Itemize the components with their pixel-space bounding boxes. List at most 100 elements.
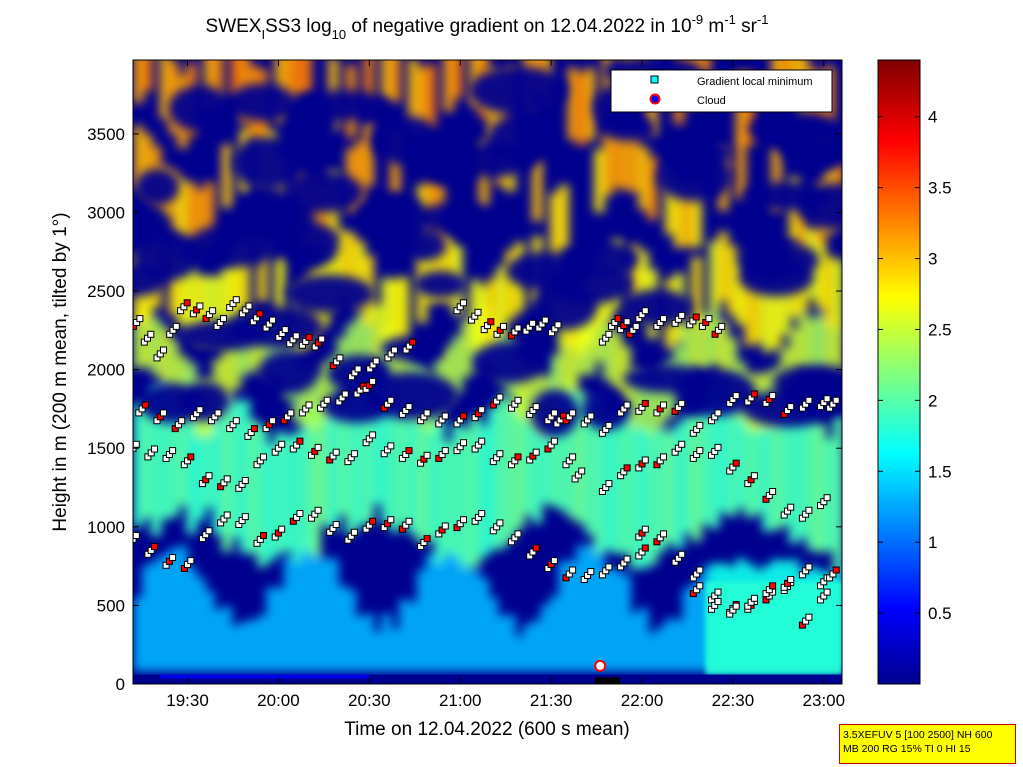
- gradient-marker: [390, 346, 398, 354]
- gradient-marker: [318, 335, 326, 343]
- y-tick-label: 500: [97, 596, 125, 615]
- gradient-marker: [514, 396, 522, 404]
- gradient-marker: [550, 409, 558, 417]
- info-line-2: MB 200 RG 15% TI 0 HI 15: [843, 743, 971, 755]
- heatmap-plot: [133, 60, 842, 684]
- gradient-marker: [605, 563, 613, 571]
- colorbar: 0.5 1 1.5 2 2.5 3 3.5 4: [877, 59, 952, 685]
- gradient-marker: [278, 440, 286, 448]
- y-tick-label: 1500: [87, 439, 125, 458]
- gradient-marker: [732, 459, 740, 467]
- colorbar-tick-label: 3: [928, 250, 937, 269]
- gradient-marker: [133, 440, 140, 448]
- gradient-marker: [314, 506, 322, 514]
- gradient-marker: [750, 472, 758, 480]
- gradient-marker: [678, 399, 686, 407]
- gradient-marker: [205, 527, 213, 535]
- gradient-marker: [296, 510, 304, 517]
- gradient-marker: [750, 594, 758, 602]
- gradient-marker: [714, 598, 722, 605]
- gradient-marker: [678, 311, 686, 319]
- gradient-marker: [714, 409, 722, 417]
- gradient-marker: [133, 532, 140, 539]
- gradient-marker: [269, 316, 277, 324]
- gradient-marker: [281, 326, 289, 334]
- gradient-marker: [787, 403, 795, 411]
- gradient-marker: [209, 307, 217, 315]
- gradient-marker: [151, 543, 158, 550]
- gradient-marker: [133, 448, 134, 456]
- gradient-marker: [750, 390, 758, 398]
- info-line-1: 3.5XEFUV 5 [100 2500] NH 600: [843, 729, 993, 741]
- gradient-marker: [660, 453, 667, 461]
- gradient-marker: [350, 528, 358, 536]
- gradient-marker: [514, 453, 522, 461]
- gradient-marker: [314, 443, 322, 451]
- gradient-marker: [172, 322, 180, 330]
- gradient-marker: [387, 396, 395, 404]
- gradient-marker: [350, 450, 358, 458]
- gradient-marker: [641, 544, 649, 552]
- gradient-marker: [787, 503, 795, 511]
- gradient-marker: [136, 315, 144, 323]
- gradient-marker: [578, 467, 586, 475]
- gradient-marker: [405, 403, 413, 411]
- gradient-marker: [460, 412, 467, 420]
- gradient-marker: [805, 613, 813, 621]
- gradient-marker: [133, 539, 134, 547]
- x-tick-label: 22:00: [621, 691, 664, 710]
- gradient-marker: [460, 439, 467, 447]
- gradient-marker: [441, 412, 449, 420]
- gradient-marker: [623, 318, 631, 326]
- gradient-marker: [632, 322, 640, 330]
- x-tick-label: 23:00: [803, 691, 846, 710]
- gradient-marker: [405, 517, 413, 525]
- gradient-marker: [292, 332, 300, 340]
- gradient-marker: [587, 568, 595, 576]
- gradient-marker: [151, 445, 158, 453]
- gradient-marker: [387, 516, 395, 524]
- gradient-marker: [514, 324, 522, 332]
- legend-box: [610, 69, 833, 113]
- gradient-marker: [623, 464, 631, 472]
- gradient-marker: [696, 421, 704, 429]
- gradient-marker: [692, 313, 700, 321]
- gradient-marker: [823, 494, 831, 502]
- y-axis-label: Height in m (200 m mean, tilted by 1°): [50, 212, 71, 531]
- colorbar-ticks: 0.5 1 1.5 2 2.5 3 3.5 4: [878, 108, 952, 623]
- gradient-marker: [614, 315, 622, 323]
- colorbar-tick-label: 2: [928, 391, 937, 410]
- colorbar-tick-label: 1: [928, 533, 937, 552]
- gradient-marker: [613, 677, 621, 684]
- gradient-marker: [769, 582, 777, 590]
- gradient-marker: [133, 535, 137, 543]
- gradient-marker: [660, 315, 667, 323]
- y-tick-label: 0: [116, 675, 125, 694]
- legend-cloud-label: Cloud: [697, 95, 726, 107]
- gradient-marker: [256, 310, 264, 318]
- gradient-marker: [369, 377, 377, 385]
- gradient-marker: [623, 555, 631, 563]
- gradient-marker: [605, 480, 613, 488]
- gradient-marker: [296, 437, 304, 445]
- gradient-marker: [245, 302, 253, 310]
- x-tick-label: 20:00: [257, 691, 300, 710]
- gradient-marker: [223, 475, 231, 483]
- gradient-marker: [178, 417, 186, 425]
- gradient-marker: [550, 437, 558, 445]
- gradient-marker: [423, 409, 431, 417]
- gradient-marker: [805, 506, 813, 514]
- gradient-marker: [196, 302, 204, 310]
- gradient-marker: [787, 576, 795, 583]
- gradient-marker: [232, 417, 240, 425]
- gradient-marker: [478, 437, 486, 445]
- gradient-marker: [500, 322, 507, 330]
- gradient-marker: [496, 393, 504, 401]
- gradient-marker: [496, 450, 504, 458]
- plot-frame: [132, 59, 843, 685]
- gradient-marker: [641, 399, 649, 407]
- gradient-marker: [250, 425, 258, 433]
- gradient-marker: [769, 488, 777, 495]
- y-tick-label: 3000: [87, 203, 125, 222]
